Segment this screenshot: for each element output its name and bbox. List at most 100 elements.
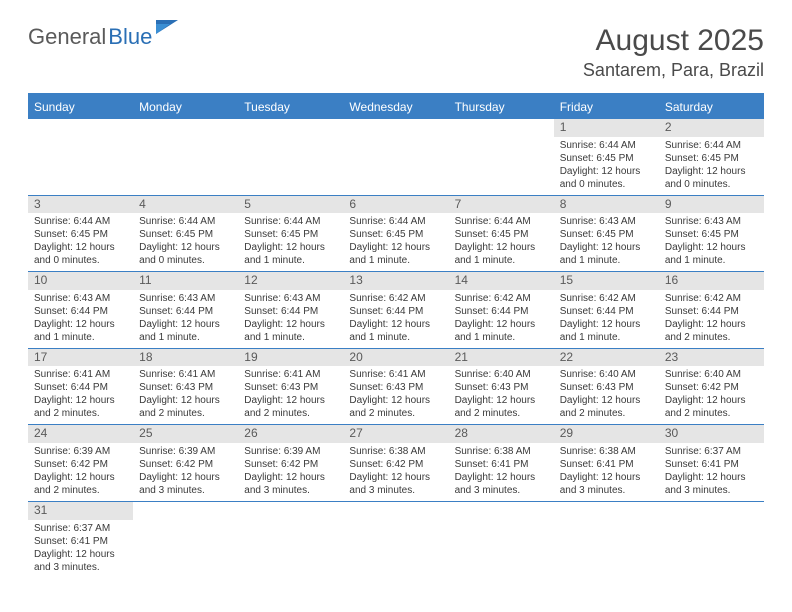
sunrise-text: Sunrise: 6:44 AM: [665, 139, 758, 152]
title-block: August 2025 Santarem, Para, Brazil: [583, 24, 764, 81]
day-cell: 14Sunrise: 6:42 AMSunset: 6:44 PMDayligh…: [449, 272, 554, 348]
sunrise-text: Sunrise: 6:43 AM: [665, 215, 758, 228]
day-number: 13: [343, 272, 448, 290]
day-cell: 1Sunrise: 6:44 AMSunset: 6:45 PMDaylight…: [554, 119, 659, 195]
sunset-text: Sunset: 6:44 PM: [34, 381, 127, 394]
sunset-text: Sunset: 6:45 PM: [560, 228, 653, 241]
location-text: Santarem, Para, Brazil: [583, 60, 764, 81]
empty-day-cell: [659, 502, 764, 578]
sunrise-text: Sunrise: 6:41 AM: [34, 368, 127, 381]
sunrise-text: Sunrise: 6:38 AM: [349, 445, 442, 458]
day-number: 21: [449, 349, 554, 367]
sunrise-text: Sunrise: 6:40 AM: [560, 368, 653, 381]
daylight-text: Daylight: 12 hours and 1 minute.: [665, 241, 758, 267]
logo-text-general: General: [28, 24, 106, 50]
day-cell: 31Sunrise: 6:37 AMSunset: 6:41 PMDayligh…: [28, 502, 133, 578]
daylight-text: Daylight: 12 hours and 2 minutes.: [34, 471, 127, 497]
day-number: 31: [28, 502, 133, 520]
empty-day-cell: [554, 502, 659, 578]
sunrise-text: Sunrise: 6:44 AM: [560, 139, 653, 152]
daylight-text: Daylight: 12 hours and 1 minute.: [349, 241, 442, 267]
sunrise-text: Sunrise: 6:42 AM: [349, 292, 442, 305]
sunset-text: Sunset: 6:43 PM: [560, 381, 653, 394]
day-cell: 5Sunrise: 6:44 AMSunset: 6:45 PMDaylight…: [238, 196, 343, 272]
day-body: Sunrise: 6:41 AMSunset: 6:43 PMDaylight:…: [133, 366, 238, 424]
daylight-text: Daylight: 12 hours and 1 minute.: [455, 241, 548, 267]
day-cell: 25Sunrise: 6:39 AMSunset: 6:42 PMDayligh…: [133, 425, 238, 501]
week-row: 31Sunrise: 6:37 AMSunset: 6:41 PMDayligh…: [28, 502, 764, 578]
daylight-text: Daylight: 12 hours and 1 minute.: [349, 318, 442, 344]
week-row: 1Sunrise: 6:44 AMSunset: 6:45 PMDaylight…: [28, 119, 764, 196]
day-cell: 4Sunrise: 6:44 AMSunset: 6:45 PMDaylight…: [133, 196, 238, 272]
day-cell: 10Sunrise: 6:43 AMSunset: 6:44 PMDayligh…: [28, 272, 133, 348]
day-body: Sunrise: 6:44 AMSunset: 6:45 PMDaylight:…: [28, 213, 133, 271]
day-body: Sunrise: 6:41 AMSunset: 6:43 PMDaylight:…: [343, 366, 448, 424]
day-body: Sunrise: 6:38 AMSunset: 6:42 PMDaylight:…: [343, 443, 448, 501]
day-number: 14: [449, 272, 554, 290]
day-cell: 18Sunrise: 6:41 AMSunset: 6:43 PMDayligh…: [133, 349, 238, 425]
day-body: Sunrise: 6:44 AMSunset: 6:45 PMDaylight:…: [554, 137, 659, 195]
day-number: 24: [28, 425, 133, 443]
daylight-text: Daylight: 12 hours and 3 minutes.: [349, 471, 442, 497]
day-number: 9: [659, 196, 764, 214]
day-number: 27: [343, 425, 448, 443]
day-number: 20: [343, 349, 448, 367]
empty-day-cell: [28, 119, 133, 195]
daylight-text: Daylight: 12 hours and 2 minutes.: [455, 394, 548, 420]
sunrise-text: Sunrise: 6:40 AM: [455, 368, 548, 381]
sunrise-text: Sunrise: 6:43 AM: [139, 292, 232, 305]
sunrise-text: Sunrise: 6:39 AM: [244, 445, 337, 458]
sunset-text: Sunset: 6:41 PM: [560, 458, 653, 471]
day-number: 3: [28, 196, 133, 214]
daylight-text: Daylight: 12 hours and 2 minutes.: [560, 394, 653, 420]
sunrise-text: Sunrise: 6:37 AM: [665, 445, 758, 458]
daylight-text: Daylight: 12 hours and 1 minute.: [244, 318, 337, 344]
sunrise-text: Sunrise: 6:42 AM: [560, 292, 653, 305]
daylight-text: Daylight: 12 hours and 2 minutes.: [34, 394, 127, 420]
week-row: 3Sunrise: 6:44 AMSunset: 6:45 PMDaylight…: [28, 196, 764, 273]
empty-day-cell: [238, 502, 343, 578]
day-cell: 19Sunrise: 6:41 AMSunset: 6:43 PMDayligh…: [238, 349, 343, 425]
sunrise-text: Sunrise: 6:43 AM: [560, 215, 653, 228]
daylight-text: Daylight: 12 hours and 1 minute.: [560, 318, 653, 344]
day-body: Sunrise: 6:44 AMSunset: 6:45 PMDaylight:…: [449, 213, 554, 271]
day-cell: 28Sunrise: 6:38 AMSunset: 6:41 PMDayligh…: [449, 425, 554, 501]
sunset-text: Sunset: 6:41 PM: [455, 458, 548, 471]
page-header: GeneralBlue August 2025 Santarem, Para, …: [28, 24, 764, 81]
day-body: Sunrise: 6:43 AMSunset: 6:44 PMDaylight:…: [133, 290, 238, 348]
sunrise-text: Sunrise: 6:44 AM: [349, 215, 442, 228]
sunset-text: Sunset: 6:42 PM: [349, 458, 442, 471]
sunset-text: Sunset: 6:45 PM: [455, 228, 548, 241]
day-cell: 30Sunrise: 6:37 AMSunset: 6:41 PMDayligh…: [659, 425, 764, 501]
day-cell: 26Sunrise: 6:39 AMSunset: 6:42 PMDayligh…: [238, 425, 343, 501]
day-cell: 22Sunrise: 6:40 AMSunset: 6:43 PMDayligh…: [554, 349, 659, 425]
day-number: 12: [238, 272, 343, 290]
daylight-text: Daylight: 12 hours and 1 minute.: [34, 318, 127, 344]
week-row: 10Sunrise: 6:43 AMSunset: 6:44 PMDayligh…: [28, 272, 764, 349]
day-body: Sunrise: 6:38 AMSunset: 6:41 PMDaylight:…: [449, 443, 554, 501]
day-number: 11: [133, 272, 238, 290]
weekday-header: Wednesday: [343, 95, 448, 119]
sunrise-text: Sunrise: 6:37 AM: [34, 522, 127, 535]
sunrise-text: Sunrise: 6:41 AM: [139, 368, 232, 381]
daylight-text: Daylight: 12 hours and 1 minute.: [560, 241, 653, 267]
day-body: Sunrise: 6:42 AMSunset: 6:44 PMDaylight:…: [343, 290, 448, 348]
sunrise-text: Sunrise: 6:41 AM: [244, 368, 337, 381]
flag-icon: [156, 20, 178, 39]
daylight-text: Daylight: 12 hours and 1 minute.: [139, 318, 232, 344]
weeks-container: 1Sunrise: 6:44 AMSunset: 6:45 PMDaylight…: [28, 119, 764, 578]
day-cell: 16Sunrise: 6:42 AMSunset: 6:44 PMDayligh…: [659, 272, 764, 348]
daylight-text: Daylight: 12 hours and 3 minutes.: [560, 471, 653, 497]
calendar-page: GeneralBlue August 2025 Santarem, Para, …: [0, 0, 792, 602]
week-row: 24Sunrise: 6:39 AMSunset: 6:42 PMDayligh…: [28, 425, 764, 502]
day-cell: 17Sunrise: 6:41 AMSunset: 6:44 PMDayligh…: [28, 349, 133, 425]
day-cell: 2Sunrise: 6:44 AMSunset: 6:45 PMDaylight…: [659, 119, 764, 195]
day-cell: 27Sunrise: 6:38 AMSunset: 6:42 PMDayligh…: [343, 425, 448, 501]
day-number: 8: [554, 196, 659, 214]
day-body: Sunrise: 6:44 AMSunset: 6:45 PMDaylight:…: [659, 137, 764, 195]
sunset-text: Sunset: 6:45 PM: [139, 228, 232, 241]
day-body: Sunrise: 6:39 AMSunset: 6:42 PMDaylight:…: [238, 443, 343, 501]
day-number: 22: [554, 349, 659, 367]
weekday-header: Monday: [133, 95, 238, 119]
day-body: Sunrise: 6:43 AMSunset: 6:45 PMDaylight:…: [554, 213, 659, 271]
